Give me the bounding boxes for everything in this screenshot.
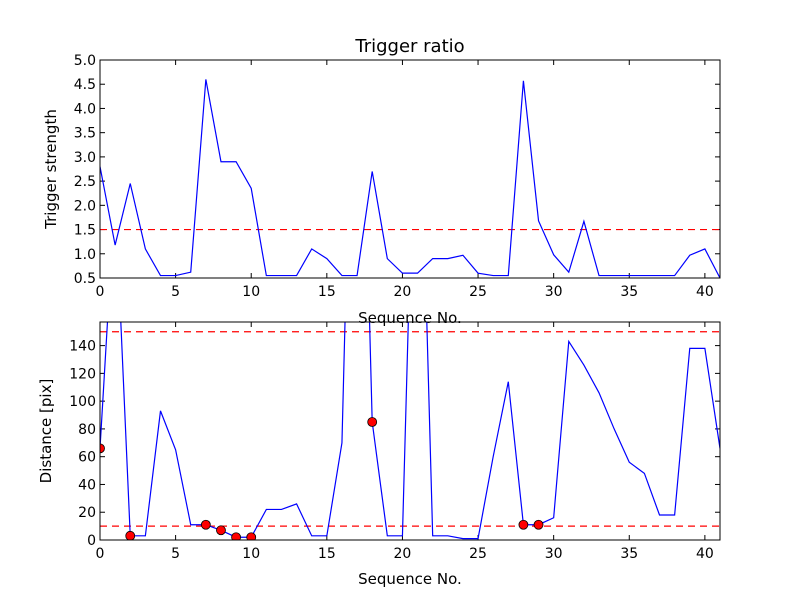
top-chart-ticks: 0 5 10 15 20 25 30 35 40 0.5 1.0 1.5 2.0 2.5 3.0 3.5 4.0…: [74, 53, 720, 300]
bottom-chart-series: [100, 322, 720, 540]
bottom-chart-x-axis-label: Sequence No.: [358, 570, 462, 588]
bottom-chart-y-tick-label: 60: [78, 450, 96, 466]
top-chart-x-tick-label: 15: [318, 284, 336, 300]
top-chart-y-tick-label: 4.0: [74, 101, 96, 117]
bottom-chart-marker: [367, 417, 378, 427]
top-chart-y-tick-label: 4.5: [74, 77, 96, 93]
bottom-chart-x-tick-label: 35: [620, 546, 638, 562]
top-chart-x-tick-label: 10: [242, 284, 260, 300]
bottom-chart-marker: [125, 530, 136, 540]
top-chart-x-tick-label: 40: [696, 284, 714, 300]
top-chart-frame: [99, 59, 721, 279]
bottom-chart-marker: [518, 519, 529, 530]
top-chart-y-tick-label: 3.5: [74, 126, 96, 142]
bottom-chart-y-tick-label: 0: [87, 533, 96, 549]
bottom-chart-y-axis-label: Distance [pix]: [37, 379, 55, 484]
bottom-chart-marker: [100, 443, 105, 454]
bottom-chart-marker: [200, 519, 211, 530]
top-chart-y-tick-label: 1.0: [74, 247, 96, 263]
top-chart-x-tick-label: 20: [394, 284, 412, 300]
bottom-chart-x-tick-label: 15: [318, 546, 336, 562]
bottom-chart-y-tick-label: 80: [78, 422, 96, 438]
bottom-chart-x-tick-label: 40: [696, 546, 714, 562]
bottom-chart-y-tick-label: 120: [69, 366, 96, 382]
bottom-chart-y-tick-label: 140: [69, 339, 96, 355]
bottom-chart-y-tick-label: 20: [78, 505, 96, 521]
bottom-chart-x-tick-label: 30: [545, 546, 563, 562]
top-chart-x-axis-label: Sequence No.: [358, 309, 462, 327]
bottom-chart-ticks: 0 5 10 15 20 25 30 35 40 0 20 40 60 80 100 120 140: [69, 322, 720, 562]
bottom-chart-x-tick-label: 25: [469, 546, 487, 562]
bottom-chart-marker: [231, 532, 241, 540]
top-chart-y-tick-label: 0.5: [74, 271, 96, 287]
bottom-chart-x-tick-label: 5: [171, 546, 180, 562]
top-chart-x-tick-label: 5: [171, 284, 180, 300]
top-chart-x-tick-label: 0: [96, 284, 105, 300]
bottom-chart-reference-lines: [100, 331, 720, 527]
top-chart-y-tick-label: 5.0: [74, 53, 96, 69]
bottom-chart-frame: [99, 321, 721, 541]
bottom-chart-x-tick-label: 0: [96, 546, 105, 562]
bottom-chart-marker: [246, 532, 257, 540]
bottom-chart-x-tick-label: 20: [394, 546, 412, 562]
top-chart-x-tick-label: 35: [620, 284, 638, 300]
top-chart-series-line: [100, 79, 720, 278]
top-chart-series: [100, 79, 720, 278]
top-chart-x-tick-label: 25: [469, 284, 487, 300]
top-chart-y-tick-label: 3.0: [74, 150, 96, 166]
top-chart-title: Trigger ratio: [354, 36, 464, 57]
bottom-chart-y-tick-label: 100: [69, 394, 96, 410]
bottom-chart-x-tick-label: 10: [242, 546, 260, 562]
bottom-chart: 0 5 10 15 20 25 30 35 40 0 20 40 60 80 100 120 140 Seque…: [37, 321, 721, 588]
top-chart-y-tick-label: 2.0: [74, 198, 96, 214]
top-chart-y-axis-label: Trigger strength: [42, 109, 60, 230]
top-chart-x-tick-label: 30: [545, 284, 563, 300]
bottom-chart-marker: [533, 519, 544, 530]
top-chart-y-tick-label: 2.5: [74, 174, 96, 190]
top-chart-y-tick-label: 1.5: [74, 223, 96, 239]
bottom-chart-y-tick-label: 40: [78, 477, 96, 493]
bottom-chart-marker: [216, 525, 226, 536]
